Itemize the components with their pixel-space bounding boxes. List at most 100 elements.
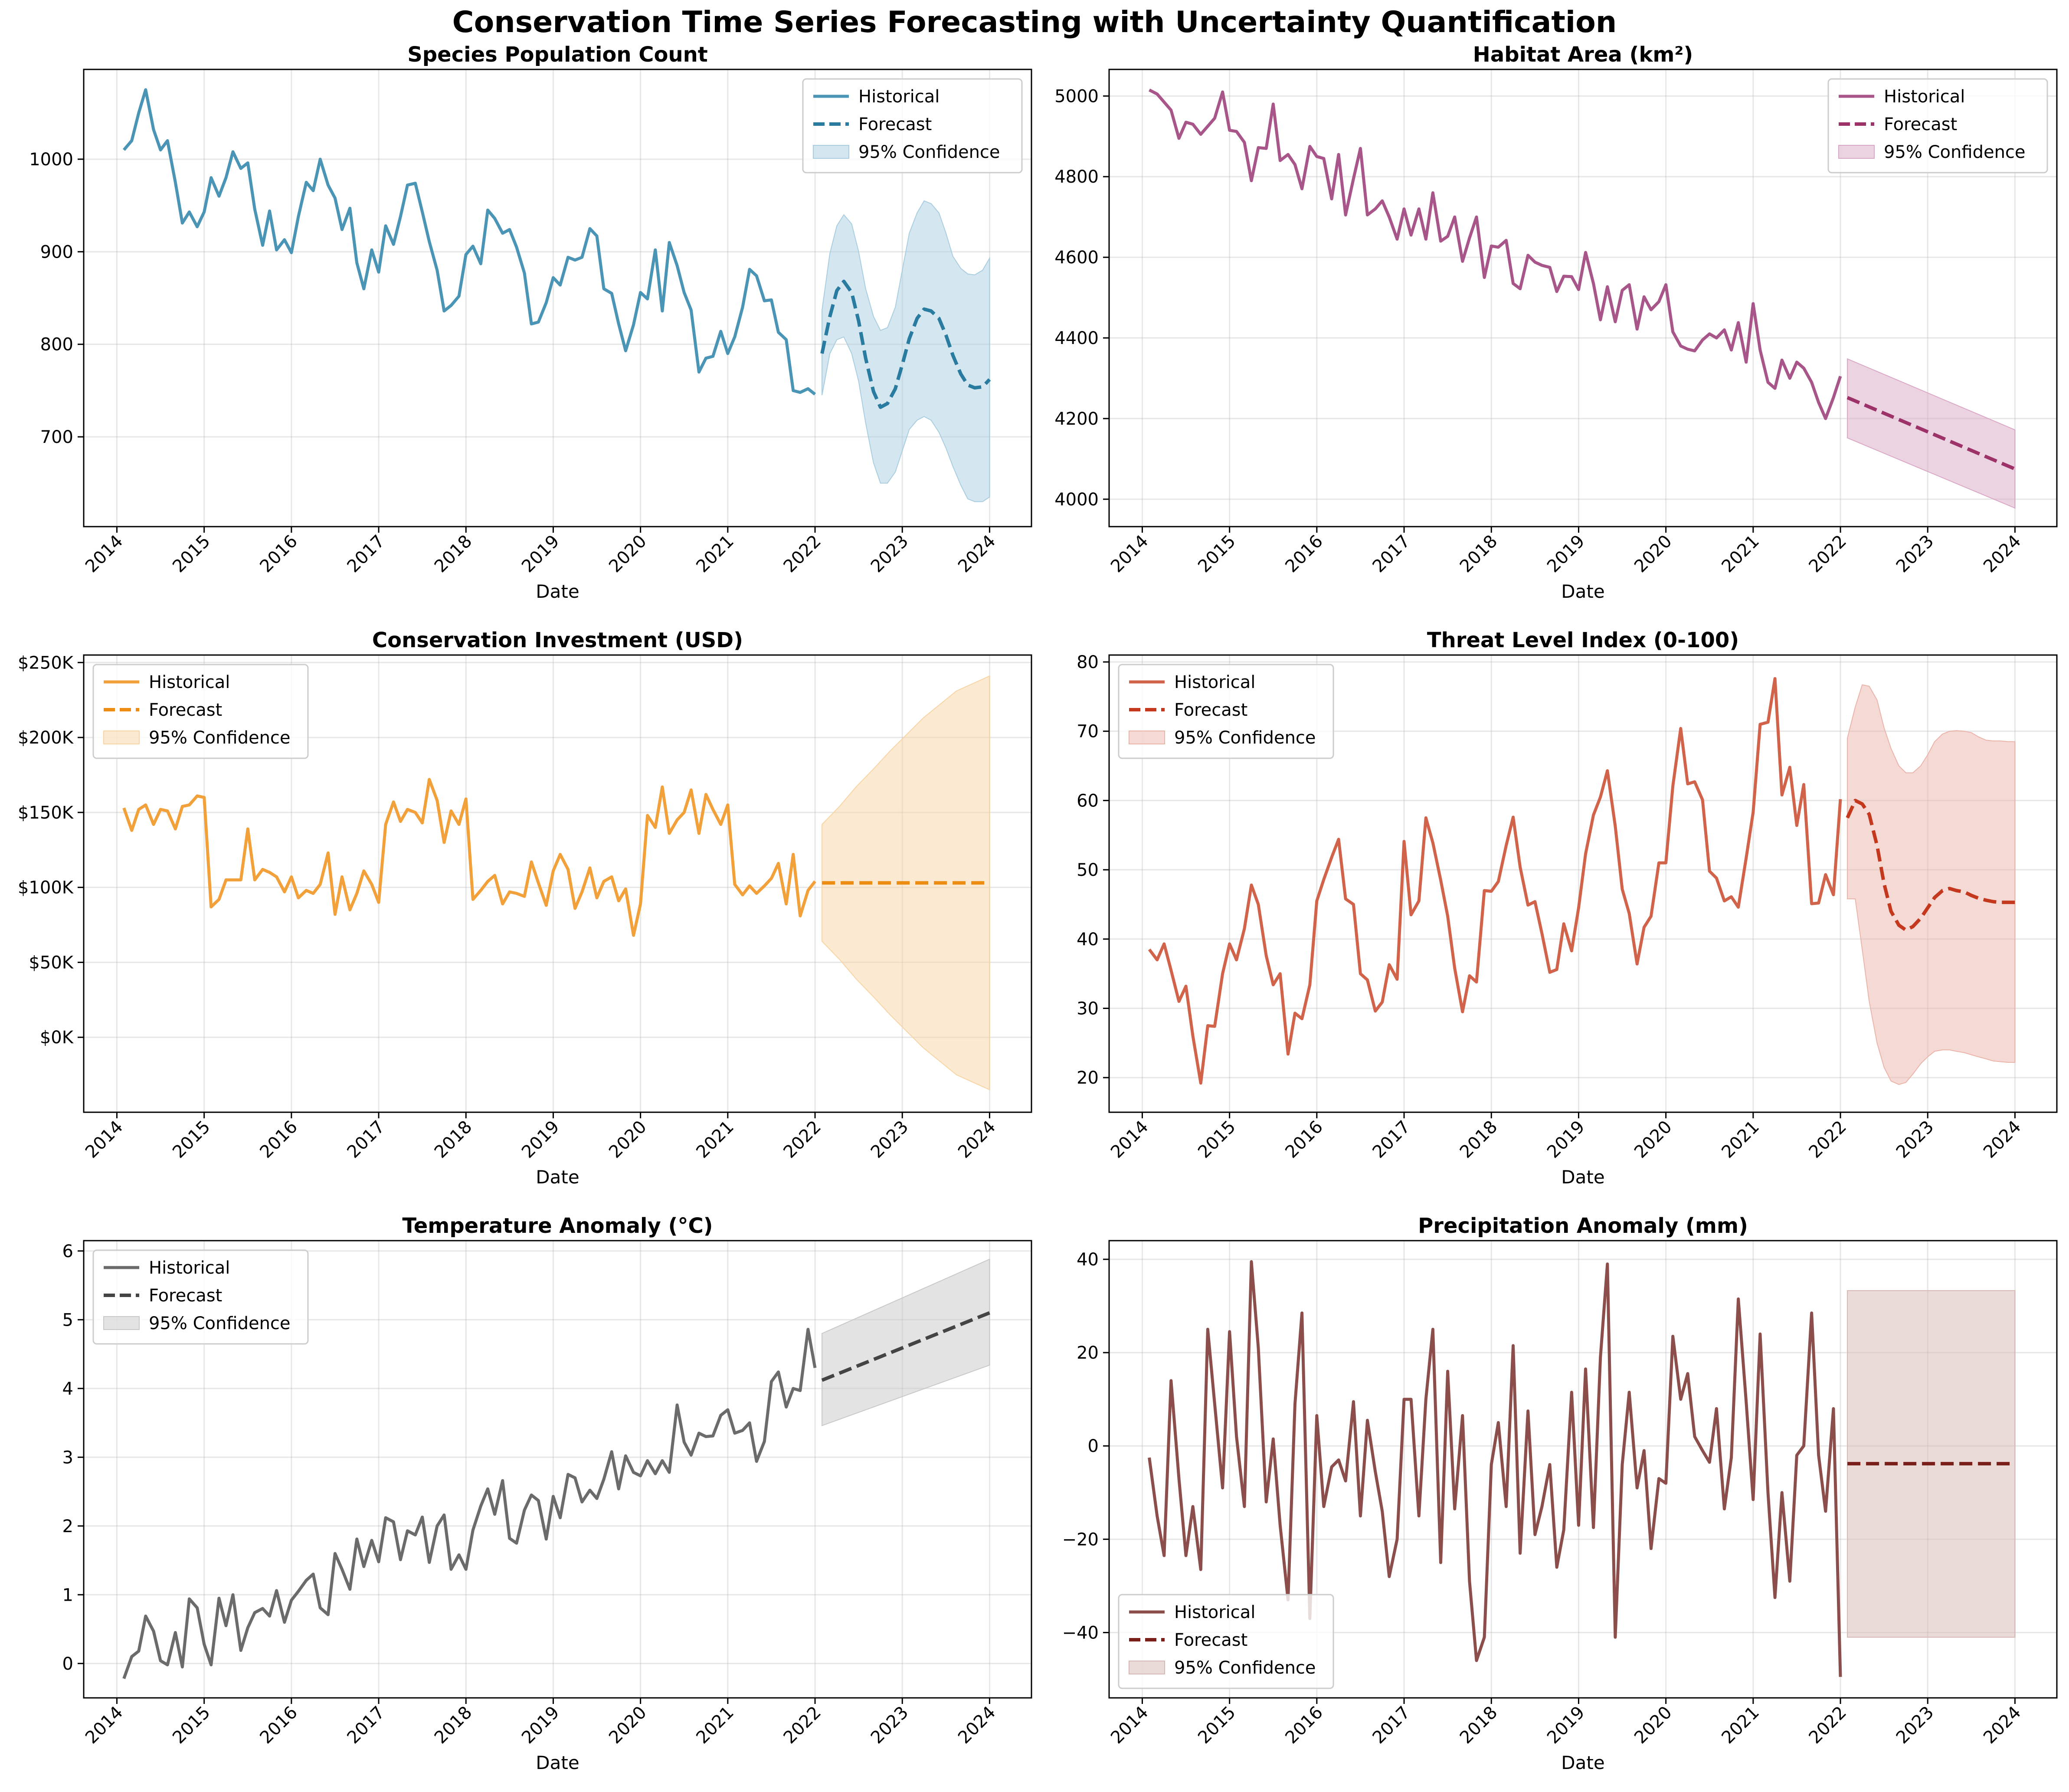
x-axis-label: Date bbox=[1561, 1752, 1604, 1773]
legend-box bbox=[1118, 1594, 1334, 1689]
y-tick-label: 4000 bbox=[1054, 490, 1099, 510]
y-tick-label: $50K bbox=[29, 953, 74, 973]
legend-ci-swatch bbox=[1129, 731, 1165, 744]
y-tick-label: 800 bbox=[40, 335, 73, 355]
plot-frame bbox=[83, 654, 1032, 1113]
y-tick-label: 3 bbox=[62, 1448, 73, 1468]
plot-frame bbox=[1108, 69, 2058, 527]
y-tick-label: 2 bbox=[62, 1517, 73, 1536]
legend-forecast-label: Forecast bbox=[1884, 115, 1957, 134]
legend-ci-swatch bbox=[1838, 145, 1875, 159]
y-tick-label: 30 bbox=[1077, 999, 1099, 1019]
legend: Historical Forecast 95% Confidence bbox=[92, 664, 309, 759]
legend-historical-label: Historical bbox=[1174, 672, 1255, 692]
legend-historical-label: Historical bbox=[1884, 87, 1965, 107]
y-tick-label: 4 bbox=[62, 1379, 73, 1399]
y-tick-label: 1 bbox=[62, 1585, 73, 1605]
y-tick-label: 50 bbox=[1077, 860, 1099, 880]
y-tick-label: 20 bbox=[1077, 1068, 1099, 1088]
plot-area bbox=[1148, 677, 2016, 1085]
y-tick-label: 4800 bbox=[1054, 167, 1099, 187]
y-tick-label: 40 bbox=[1077, 1250, 1099, 1270]
y-tick-label: $150K bbox=[18, 803, 74, 823]
y-tick-label: 5000 bbox=[1054, 86, 1099, 106]
x-axis-label: Date bbox=[1561, 1166, 1604, 1188]
forecast-line bbox=[1846, 799, 2015, 932]
y-tick-label: −40 bbox=[1062, 1623, 1099, 1643]
y-tick-label: 20 bbox=[1077, 1343, 1099, 1363]
legend-ci-label: 95% Confidence bbox=[1174, 1658, 1316, 1678]
historical-line bbox=[122, 778, 816, 937]
plot-frame bbox=[1108, 1240, 2058, 1699]
legend-ci-label: 95% Confidence bbox=[1884, 142, 2026, 162]
legend-box bbox=[1827, 78, 2048, 174]
plot-frame bbox=[1108, 654, 2058, 1113]
chart-title: Habitat Area (km²) bbox=[1473, 43, 1693, 67]
legend-historical-label: Historical bbox=[149, 672, 230, 692]
y-tick-label: 4200 bbox=[1054, 409, 1099, 429]
legend-box bbox=[802, 78, 1023, 174]
y-tick-label: 1000 bbox=[29, 150, 73, 170]
confidence-band bbox=[822, 1258, 990, 1426]
historical-line bbox=[1148, 677, 1842, 1085]
historical-line bbox=[122, 88, 816, 396]
y-tick-label: 5 bbox=[62, 1310, 73, 1330]
legend-forecast-label: Forecast bbox=[858, 115, 932, 134]
plot-frame bbox=[83, 1240, 1032, 1699]
chart-title: Threat Level Index (0-100) bbox=[1427, 628, 1739, 652]
y-axis: 4000 4200 4400 4600 4800 5000 bbox=[1054, 86, 1109, 510]
forecast-line bbox=[820, 279, 991, 409]
x-axis-label: Date bbox=[536, 581, 579, 602]
figure-title: Conservation Time Series Forecasting wit… bbox=[452, 5, 1617, 39]
legend-ci-label: 95% Confidence bbox=[1174, 728, 1316, 748]
y-tick-label: 700 bbox=[40, 427, 73, 447]
plot-area bbox=[1149, 88, 2016, 509]
legend-ci-label: 95% Confidence bbox=[149, 728, 291, 748]
legend-forecast-label: Forecast bbox=[1174, 700, 1247, 720]
legend: Historical Forecast 95% Confidence bbox=[802, 78, 1023, 174]
chart-title: Temperature Anomaly (°C) bbox=[402, 1214, 713, 1238]
historical-line bbox=[122, 1328, 817, 1679]
legend-historical-label: Historical bbox=[858, 87, 940, 107]
chart-title: Species Population Count bbox=[407, 43, 708, 67]
y-tick-label: 40 bbox=[1077, 930, 1099, 950]
legend-ci-swatch bbox=[103, 731, 140, 744]
legend-historical-label: Historical bbox=[1174, 1602, 1255, 1622]
legend-ci-label: 95% Confidence bbox=[149, 1314, 291, 1333]
y-tick-label: $0K bbox=[40, 1028, 74, 1048]
legend-forecast-label: Forecast bbox=[149, 700, 222, 720]
x-axis-label: Date bbox=[1561, 581, 1604, 602]
plot-frame bbox=[83, 69, 1032, 527]
confidence-band bbox=[1847, 358, 2016, 509]
legend-box bbox=[92, 1249, 309, 1345]
chart-title: Precipitation Anomaly (mm) bbox=[1418, 1214, 1748, 1238]
x-axis-label: Date bbox=[536, 1752, 579, 1773]
y-axis: 0 1 2 3 4 5 6 bbox=[62, 1242, 84, 1674]
y-tick-label: 4400 bbox=[1054, 328, 1099, 348]
y-axis: 700 800 900 1000 bbox=[29, 150, 84, 447]
legend: Historical Forecast 95% Confidence bbox=[1118, 664, 1334, 759]
plot-area bbox=[1148, 1260, 2016, 1677]
legend-historical-label: Historical bbox=[149, 1258, 230, 1278]
y-tick-label: 4600 bbox=[1054, 248, 1099, 268]
legend-ci-swatch bbox=[813, 145, 849, 159]
y-axis: $0K $50K $100K $150K $200K $250K bbox=[18, 653, 84, 1048]
x-axis-label: Date bbox=[536, 1166, 579, 1188]
y-tick-label: −20 bbox=[1062, 1530, 1099, 1550]
y-tick-label: 0 bbox=[62, 1654, 73, 1674]
y-tick-label: 60 bbox=[1077, 791, 1099, 811]
legend-ci-swatch bbox=[103, 1316, 140, 1330]
legend-forecast-label: Forecast bbox=[1174, 1630, 1247, 1650]
legend: Historical Forecast 95% Confidence bbox=[1827, 78, 2048, 174]
legend-box bbox=[92, 664, 309, 759]
historical-line bbox=[1148, 1260, 1842, 1677]
plot-area bbox=[122, 1258, 990, 1679]
chart-title: Conservation Investment (USD) bbox=[372, 628, 743, 652]
y-tick-label: 0 bbox=[1088, 1436, 1099, 1456]
confidence-band bbox=[1847, 684, 2016, 1085]
legend-forecast-label: Forecast bbox=[149, 1286, 222, 1306]
y-tick-label: 80 bbox=[1077, 652, 1099, 672]
